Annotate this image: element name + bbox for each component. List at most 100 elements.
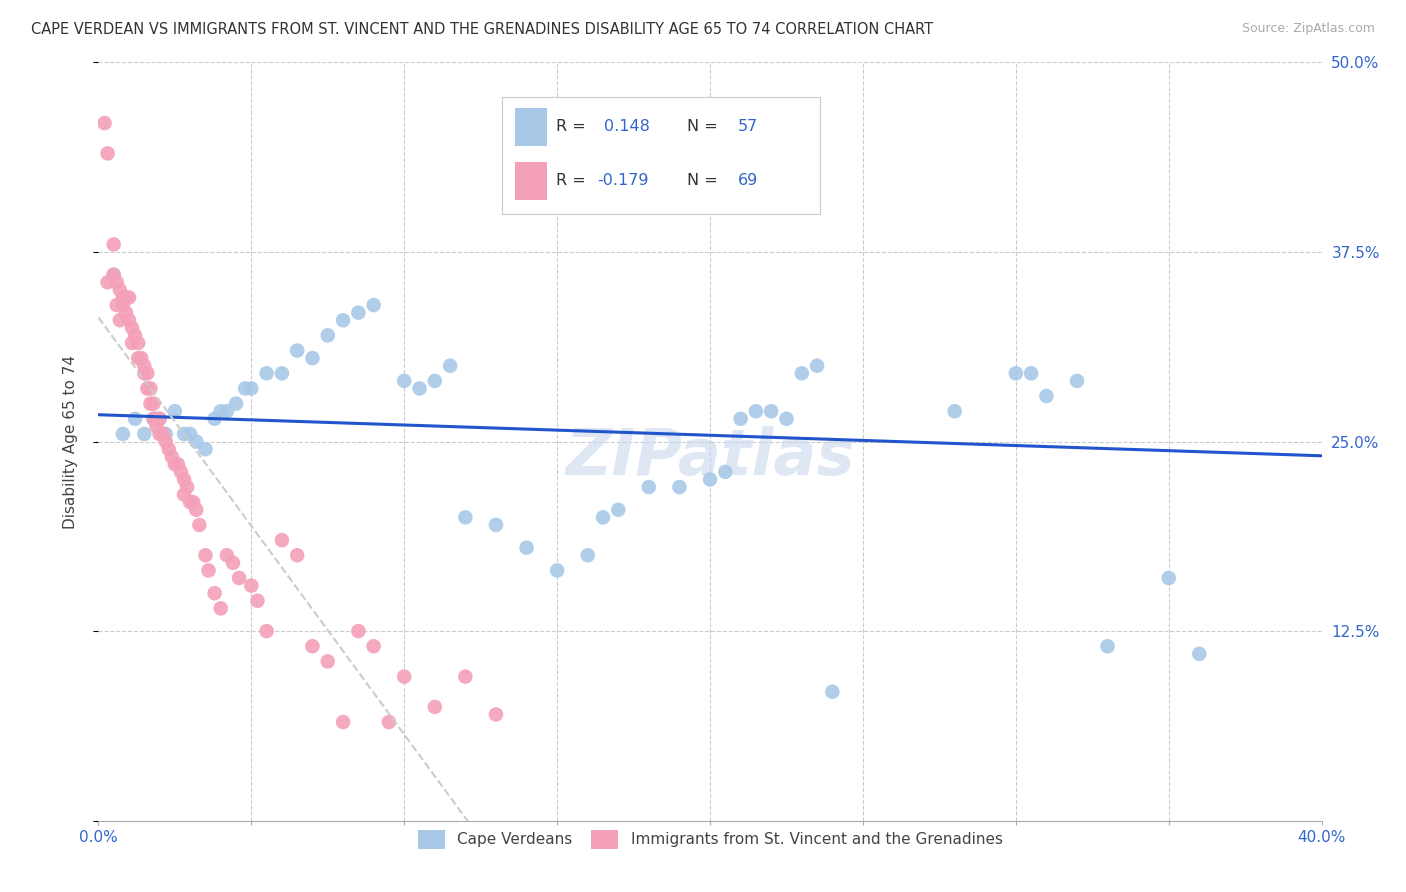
Point xyxy=(186,503,208,517)
Point xyxy=(392,669,416,683)
Point xyxy=(134,366,156,380)
Point xyxy=(228,571,250,585)
Point xyxy=(194,442,217,457)
Point xyxy=(163,404,186,418)
Point xyxy=(121,335,143,350)
Point xyxy=(118,291,141,305)
Point xyxy=(173,427,195,442)
Point xyxy=(204,586,226,600)
Point xyxy=(215,548,238,563)
Point xyxy=(270,533,292,548)
Point xyxy=(197,564,219,578)
Point xyxy=(408,382,430,396)
Point xyxy=(332,715,354,730)
Point xyxy=(316,328,339,343)
Point xyxy=(256,366,278,380)
Point xyxy=(270,366,292,380)
Point xyxy=(1157,571,1180,585)
Point xyxy=(439,359,461,373)
Point xyxy=(943,404,966,418)
Point xyxy=(103,237,125,252)
Point xyxy=(668,480,690,494)
Point xyxy=(149,427,172,442)
Point xyxy=(179,495,201,509)
Point xyxy=(378,715,401,730)
Point xyxy=(160,450,183,464)
Point xyxy=(347,305,370,319)
Point xyxy=(149,412,172,426)
Point xyxy=(1097,639,1119,653)
Point xyxy=(139,396,162,410)
Point xyxy=(240,382,263,396)
Point xyxy=(454,510,477,524)
Point xyxy=(516,541,538,555)
Point xyxy=(821,685,844,699)
Point xyxy=(134,359,156,373)
Point xyxy=(181,495,204,509)
Point xyxy=(145,412,167,426)
Point xyxy=(256,624,278,639)
Point xyxy=(806,359,828,373)
Point xyxy=(363,298,385,312)
Point xyxy=(170,465,193,479)
Point xyxy=(1004,366,1026,380)
Point xyxy=(103,268,125,282)
Point xyxy=(93,116,115,130)
Point xyxy=(714,465,737,479)
Point xyxy=(103,268,125,282)
Point xyxy=(134,427,156,442)
Point xyxy=(759,404,782,418)
Point xyxy=(188,517,211,532)
Point xyxy=(167,458,190,472)
Point xyxy=(790,366,813,380)
Point xyxy=(124,328,146,343)
Point xyxy=(105,298,128,312)
Point xyxy=(155,434,177,449)
Point xyxy=(115,305,138,319)
Text: ZIPatlas: ZIPatlas xyxy=(565,425,855,488)
Point xyxy=(637,480,661,494)
Point xyxy=(115,291,138,305)
Legend: Cape Verdeans, Immigrants from St. Vincent and the Grenadines: Cape Verdeans, Immigrants from St. Vince… xyxy=(412,824,1008,855)
Point xyxy=(592,510,614,524)
Point xyxy=(105,275,128,289)
Point xyxy=(129,351,152,366)
Point xyxy=(699,473,721,487)
Point xyxy=(423,699,446,714)
Point xyxy=(136,382,159,396)
Point xyxy=(775,412,797,426)
Point xyxy=(392,374,416,388)
Point xyxy=(745,404,768,418)
Point xyxy=(301,639,323,653)
Point xyxy=(179,427,201,442)
Point xyxy=(118,313,141,327)
Point xyxy=(209,601,232,615)
Point xyxy=(1066,374,1088,388)
Point xyxy=(363,639,385,653)
Point xyxy=(1188,647,1211,661)
Point xyxy=(423,374,446,388)
Point xyxy=(139,382,162,396)
Point xyxy=(163,458,186,472)
Point xyxy=(246,594,269,608)
Point xyxy=(301,351,323,366)
Point xyxy=(176,480,198,494)
Point xyxy=(347,624,370,639)
Text: Source: ZipAtlas.com: Source: ZipAtlas.com xyxy=(1241,22,1375,36)
Point xyxy=(240,579,263,593)
Point xyxy=(215,404,238,418)
Point xyxy=(186,434,208,449)
Point xyxy=(225,396,247,410)
Point xyxy=(97,146,120,161)
Point xyxy=(155,427,177,442)
Point xyxy=(332,313,354,327)
Point xyxy=(108,283,131,297)
Point xyxy=(124,412,146,426)
Point xyxy=(149,412,172,426)
Point xyxy=(730,412,752,426)
Point xyxy=(485,707,508,722)
Point xyxy=(127,351,149,366)
Point xyxy=(204,412,226,426)
Point xyxy=(111,427,134,442)
Point xyxy=(108,313,131,327)
